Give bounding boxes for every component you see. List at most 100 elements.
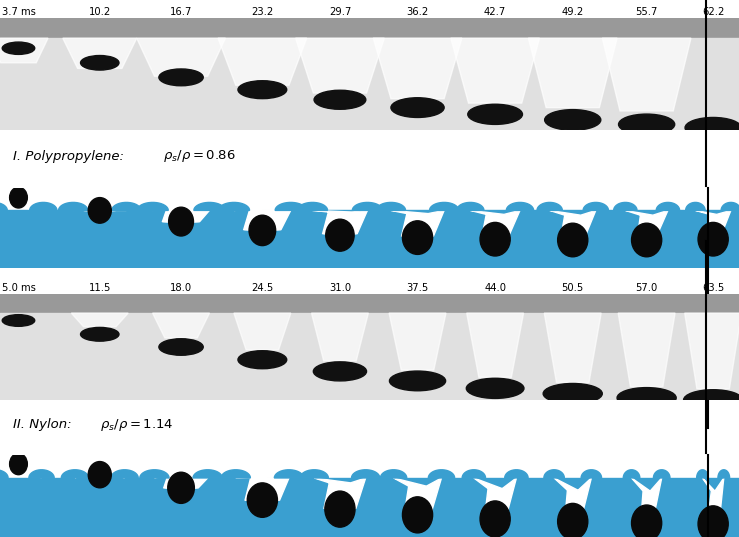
Polygon shape <box>457 202 484 211</box>
Text: 37.5: 37.5 <box>406 282 429 293</box>
Polygon shape <box>684 313 739 389</box>
Polygon shape <box>618 313 675 387</box>
Polygon shape <box>0 202 7 211</box>
Ellipse shape <box>10 187 27 208</box>
Ellipse shape <box>403 497 432 533</box>
Polygon shape <box>221 470 251 478</box>
Ellipse shape <box>466 378 524 398</box>
Polygon shape <box>583 202 608 211</box>
Ellipse shape <box>2 42 35 54</box>
Polygon shape <box>234 313 291 350</box>
Ellipse shape <box>159 69 203 86</box>
Ellipse shape <box>543 383 602 404</box>
Ellipse shape <box>248 483 277 517</box>
Polygon shape <box>0 38 48 63</box>
Text: 31.0: 31.0 <box>329 282 351 293</box>
Polygon shape <box>389 313 446 370</box>
Ellipse shape <box>403 221 432 255</box>
Polygon shape <box>234 209 290 230</box>
Text: 55.7: 55.7 <box>636 6 658 17</box>
Text: $\rho_s/\rho = 1.14$: $\rho_s/\rho = 1.14$ <box>100 417 173 433</box>
Polygon shape <box>274 470 304 478</box>
Polygon shape <box>656 202 680 211</box>
Text: II. Nylon:: II. Nylon: <box>13 418 76 431</box>
Polygon shape <box>470 211 520 237</box>
Ellipse shape <box>81 55 119 70</box>
Text: 49.2: 49.2 <box>562 6 584 17</box>
Polygon shape <box>29 470 54 478</box>
Polygon shape <box>544 470 565 478</box>
Ellipse shape <box>389 371 446 391</box>
Polygon shape <box>373 38 462 99</box>
Ellipse shape <box>632 223 661 257</box>
Ellipse shape <box>325 491 355 527</box>
Ellipse shape <box>81 328 119 341</box>
Text: 42.7: 42.7 <box>484 6 506 17</box>
Text: 50.5: 50.5 <box>562 282 584 293</box>
Ellipse shape <box>468 104 522 125</box>
Polygon shape <box>632 478 661 523</box>
Polygon shape <box>140 470 169 478</box>
Polygon shape <box>297 202 327 211</box>
Polygon shape <box>75 465 125 478</box>
Polygon shape <box>376 202 406 211</box>
Text: 5.0 ms: 5.0 ms <box>1 282 35 293</box>
Ellipse shape <box>10 453 27 475</box>
Ellipse shape <box>314 90 366 110</box>
Polygon shape <box>505 470 528 478</box>
Ellipse shape <box>2 315 35 326</box>
Polygon shape <box>73 199 126 211</box>
Polygon shape <box>137 38 225 76</box>
Polygon shape <box>721 202 739 211</box>
Polygon shape <box>602 38 691 111</box>
Polygon shape <box>462 470 486 478</box>
Text: 57.0: 57.0 <box>636 282 658 293</box>
Ellipse shape <box>632 505 661 537</box>
Polygon shape <box>300 470 328 478</box>
Ellipse shape <box>617 388 676 408</box>
Polygon shape <box>554 478 591 521</box>
Polygon shape <box>314 478 366 509</box>
Polygon shape <box>296 38 384 93</box>
Ellipse shape <box>88 462 112 488</box>
Polygon shape <box>313 211 367 234</box>
Polygon shape <box>153 313 210 338</box>
Polygon shape <box>703 478 723 523</box>
Polygon shape <box>353 202 383 211</box>
Polygon shape <box>137 202 168 211</box>
Text: I. Polypropylene:: I. Polypropylene: <box>13 150 129 163</box>
Polygon shape <box>30 202 57 211</box>
Polygon shape <box>63 38 137 68</box>
Polygon shape <box>695 211 731 237</box>
Text: 29.7: 29.7 <box>329 6 351 17</box>
Polygon shape <box>686 202 705 211</box>
Ellipse shape <box>168 207 194 236</box>
Polygon shape <box>625 211 668 238</box>
Polygon shape <box>429 470 454 478</box>
Polygon shape <box>0 193 44 211</box>
Text: 24.5: 24.5 <box>251 282 273 293</box>
Ellipse shape <box>88 198 112 223</box>
Polygon shape <box>0 460 41 478</box>
Text: 23.2: 23.2 <box>251 6 273 17</box>
Ellipse shape <box>698 506 728 537</box>
Polygon shape <box>474 478 517 519</box>
Ellipse shape <box>545 110 601 130</box>
Ellipse shape <box>698 222 728 256</box>
Polygon shape <box>506 202 534 211</box>
Polygon shape <box>394 478 441 514</box>
Polygon shape <box>429 202 459 211</box>
Ellipse shape <box>238 351 287 369</box>
Polygon shape <box>193 470 222 478</box>
Polygon shape <box>528 38 617 107</box>
Ellipse shape <box>168 472 194 503</box>
Polygon shape <box>153 204 209 222</box>
Ellipse shape <box>238 81 287 99</box>
Ellipse shape <box>391 98 444 118</box>
Polygon shape <box>352 470 380 478</box>
Text: 16.7: 16.7 <box>170 6 192 17</box>
Polygon shape <box>550 211 596 238</box>
Polygon shape <box>391 211 444 237</box>
Polygon shape <box>381 470 406 478</box>
Polygon shape <box>218 38 307 85</box>
